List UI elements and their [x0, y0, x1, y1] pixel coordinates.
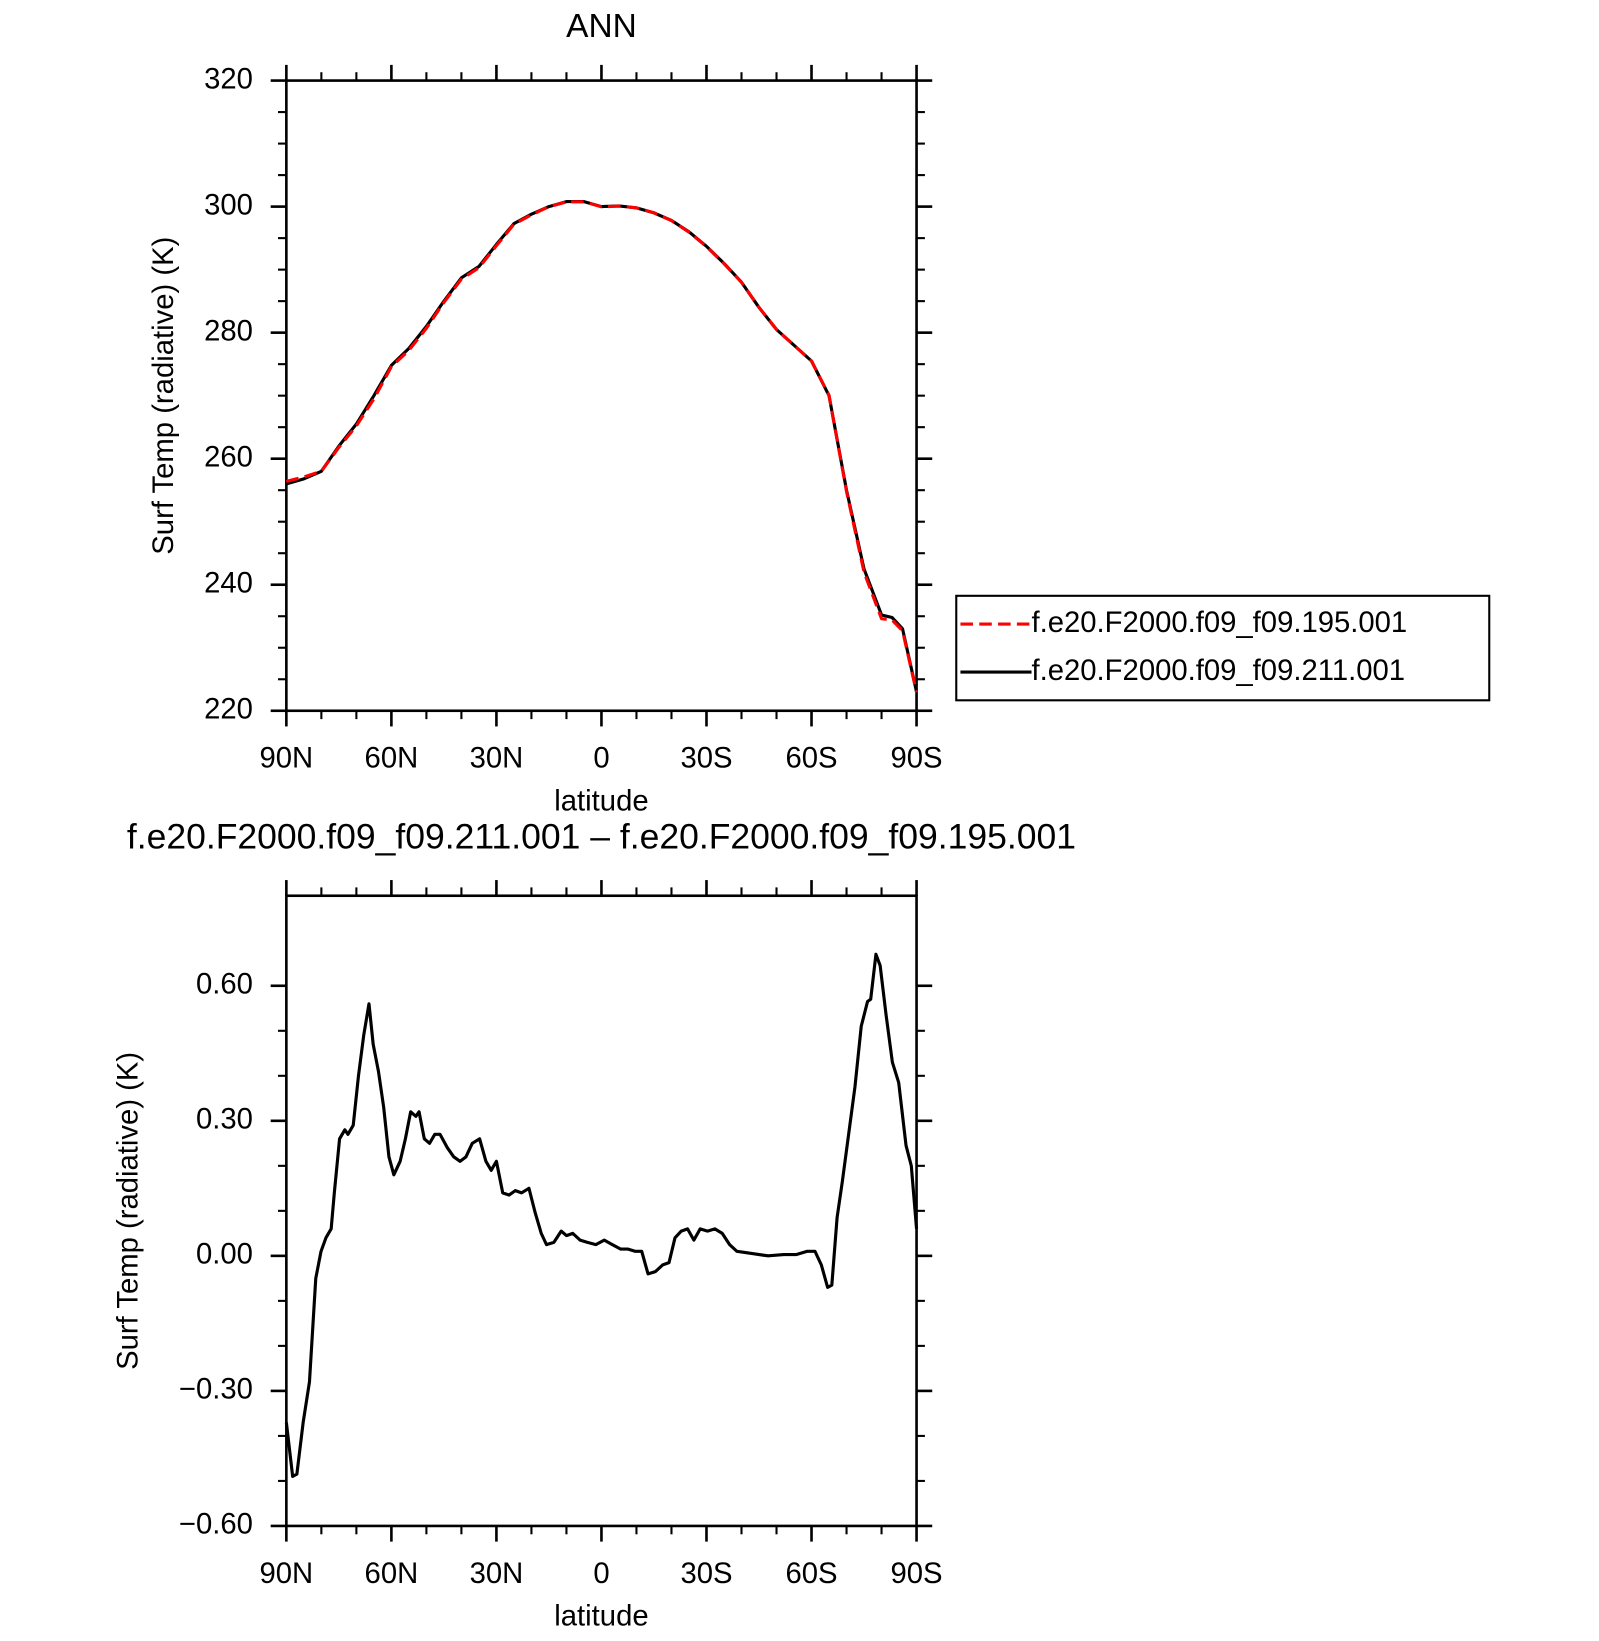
data-line: [285, 200, 919, 693]
x-tick-label: 0: [593, 1558, 609, 1590]
x-tick-label: 30S: [680, 743, 732, 775]
x-tick-label: 60N: [365, 743, 419, 775]
legend-label: f.e20.F2000.f09_f09.211.001: [1032, 655, 1406, 687]
legend-box: [955, 594, 1491, 702]
x-tick-label: 90S: [891, 743, 943, 775]
x-tick-label: 90N: [260, 1558, 314, 1590]
y-tick-label: −0.60: [179, 1509, 253, 1541]
x-tick-label: 60S: [785, 743, 837, 775]
x-tick-label: 60S: [785, 1558, 837, 1590]
x-tick-label: 90S: [891, 1558, 943, 1590]
y-tick-label: 240: [204, 567, 253, 599]
x-tick-label: 90N: [260, 743, 314, 775]
plot-frame: [285, 894, 918, 1528]
y-axis-label: Surf Temp (radiative) (K): [148, 237, 180, 555]
x-tick-label: 30N: [470, 1558, 524, 1590]
x-tick-label: 30S: [680, 1558, 732, 1590]
x-tick-label: 30N: [470, 743, 524, 775]
y-tick-label: 0.30: [196, 1104, 253, 1136]
data-line: [285, 200, 919, 693]
legend-label: f.e20.F2000.f09_f09.195.001: [1032, 607, 1408, 639]
y-tick-label: 260: [204, 441, 253, 473]
y-tick-label: 220: [204, 693, 253, 725]
y-tick-label: 300: [204, 189, 253, 221]
x-axis-label: latitude: [554, 1601, 648, 1633]
chart-title: f.e20.F2000.f09_f09.211.001 – f.e20.F200…: [127, 817, 1076, 857]
y-axis-label: Surf Temp (radiative) (K): [112, 1052, 144, 1370]
x-tick-label: 60N: [365, 1558, 419, 1590]
y-tick-label: 0.60: [196, 969, 253, 1001]
x-tick-label: 0: [593, 743, 609, 775]
y-tick-label: −0.30: [179, 1374, 253, 1406]
y-tick-label: 320: [204, 63, 253, 95]
y-tick-label: 280: [204, 315, 253, 347]
chart-title: ANN: [566, 8, 637, 45]
data-line: [284, 952, 919, 1478]
x-axis-label: latitude: [554, 785, 648, 817]
y-tick-label: 0.00: [196, 1239, 253, 1271]
plot-frame: [285, 79, 918, 713]
